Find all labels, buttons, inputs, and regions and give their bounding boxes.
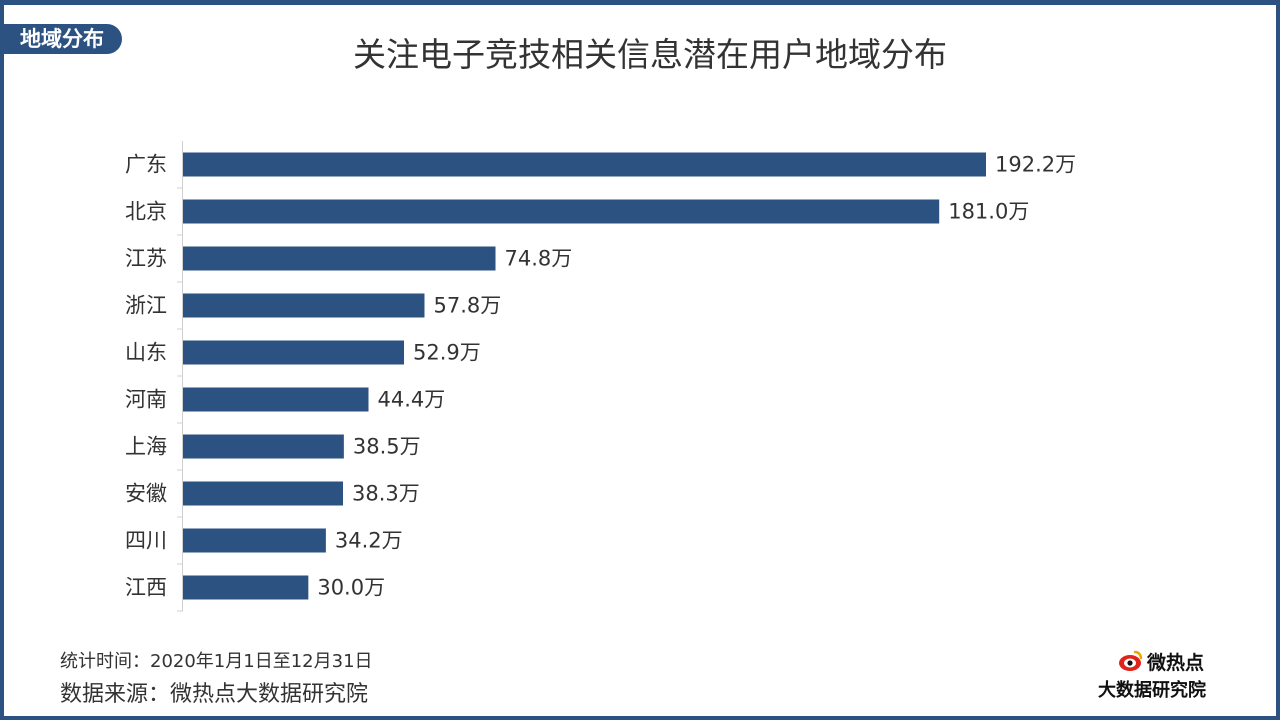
bar — [183, 340, 405, 365]
data-label: 30.0万 — [317, 576, 385, 600]
chart-title: 关注电子竞技相关信息潜在用户地域分布 — [353, 35, 947, 74]
category-label: 河南 — [125, 388, 167, 412]
data-label: 38.5万 — [353, 435, 421, 459]
data-label: 44.4万 — [378, 388, 446, 412]
bar — [183, 387, 369, 412]
data-label: 192.2万 — [995, 153, 1076, 177]
logo-top-row: 微热点 — [1118, 648, 1204, 674]
category-label: 安徽 — [125, 482, 167, 506]
category-label: 广东 — [125, 153, 167, 177]
bar — [183, 434, 344, 459]
data-label: 181.0万 — [948, 200, 1029, 224]
bar — [183, 152, 986, 177]
bar — [183, 199, 940, 224]
bar — [183, 246, 496, 271]
category-label: 四川 — [125, 529, 167, 553]
logo-bottom-text: 大数据研究院 — [1098, 680, 1206, 701]
data-label: 34.2万 — [335, 529, 403, 553]
bar — [183, 481, 344, 506]
weibo-eye-icon — [1119, 650, 1143, 671]
weiredian-logo: 微热点 大数据研究院 — [1098, 648, 1238, 704]
data-label: 52.9万 — [413, 341, 481, 365]
category-label: 江西 — [125, 576, 167, 600]
data-label: 38.3万 — [352, 482, 420, 506]
bar — [183, 293, 425, 318]
data-label: 74.8万 — [505, 247, 573, 271]
data-label: 57.8万 — [433, 294, 501, 318]
logo-top-text: 微热点 — [1147, 651, 1205, 674]
category-label: 山东 — [125, 341, 167, 365]
category-label: 北京 — [125, 200, 167, 224]
statistics-period: 统计时间：2020年1月1日至12月31日 — [60, 651, 373, 672]
section-tag: 地域分布 — [4, 24, 122, 54]
data-source: 数据来源：微热点大数据研究院 — [60, 682, 369, 707]
category-label: 上海 — [125, 435, 167, 459]
bar — [183, 575, 309, 600]
bar — [183, 528, 326, 553]
category-label: 江苏 — [125, 247, 167, 271]
category-label: 浙江 — [125, 294, 167, 318]
